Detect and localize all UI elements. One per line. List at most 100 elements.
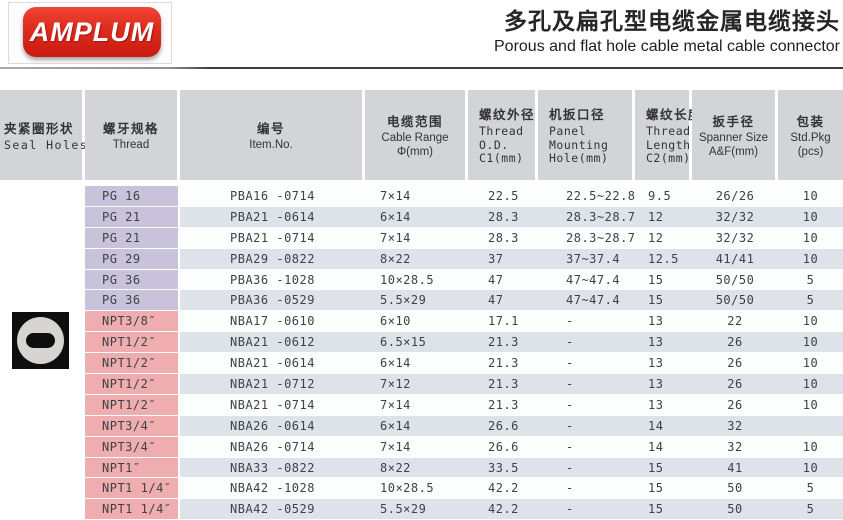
cell-seal-blank [0, 248, 85, 270]
cell-panel: - [538, 353, 635, 375]
cell-spanner: 26 [692, 332, 778, 354]
cell-thread: NPT1/2″ [85, 394, 180, 416]
cell-pkg: 10 [778, 353, 843, 375]
cell-cable: 7×14 [365, 227, 468, 249]
column-header-en: Thread [646, 123, 691, 138]
column-header-en: Panel [549, 123, 587, 138]
cell-seal-blank [0, 415, 85, 437]
cell-cable: 8×22 [365, 248, 468, 270]
cell-len: 15 [635, 499, 692, 520]
column-header-3: 编号 Item.No. [180, 90, 365, 180]
cell-seal-blank [0, 206, 85, 228]
cell-item: NBA26 -0614 [180, 415, 365, 437]
column-header-en: Length [646, 137, 691, 152]
column-header-2: 螺牙规格 Thread [85, 90, 180, 180]
column-header-7: 螺纹长度 Thread Length C2(mm) [635, 90, 701, 180]
cell-thread: NPT3/8″ [85, 311, 180, 333]
cell-thread: NPT1/2″ [85, 353, 180, 375]
cell-item: PBA16 -0714 [180, 186, 365, 207]
column-header-6: 机扳口径 Panel Mounting Hole(mm) [538, 90, 635, 180]
cell-len: 9.5 [635, 186, 692, 207]
table-row: NPT3/8″ NBA17 -0610 6×10 17.1-13 22 10 [0, 311, 843, 333]
cell-od: 42.2 [468, 478, 538, 500]
table-row: PG 36 PBA36 -1028 10×28.5 47 47~47.4 15 50/50 5 [0, 269, 843, 291]
cell-panel: - [538, 457, 635, 479]
cell-pkg: 10 [778, 227, 843, 249]
cell-spanner: 50 [692, 478, 778, 500]
cell-thread: PG 21 [85, 206, 180, 228]
column-header-zh: 机扳口径 [549, 107, 606, 122]
cell-len: 15 [635, 269, 692, 291]
cell-item: NBA21 -0614 [180, 353, 365, 375]
cell-od: 26.6 [468, 436, 538, 458]
header-divider [0, 67, 843, 69]
column-header-en: (pcs) [797, 145, 824, 158]
table-row: NPT1 1/4″ NBA42 -0529 5.5×29 42.2-15 50 5 [0, 499, 843, 520]
table-row: NPT1/2″ NBA21 -0712 7×12 21.3-13 26 10 [0, 374, 843, 395]
cell-spanner: 32 [692, 415, 778, 437]
column-header-en: C1(mm) [479, 151, 524, 166]
cell-panel: - [538, 499, 635, 520]
cell-cable: 7×14 [365, 394, 468, 416]
cell-pkg: 10 [778, 436, 843, 458]
cell-thread: NPT3/4″ [85, 436, 180, 458]
cell-panel: 37~37.4 [538, 248, 635, 270]
cell-panel: 22.5~22.8 [538, 186, 635, 207]
cell-item: NBA33 -0822 [180, 457, 365, 479]
cell-panel: - [538, 374, 635, 395]
cell-len: 13 [635, 374, 692, 395]
cell-len: 12 [635, 227, 692, 249]
cell-pkg: 5 [778, 290, 843, 312]
cell-panel: 47~47.4 [538, 269, 635, 291]
cell-seal-blank [0, 269, 85, 291]
cell-od: 21.3 [468, 353, 538, 375]
cell-panel: 28.3~28.7 [538, 206, 635, 228]
cell-cable: 10×28.5 [365, 478, 468, 500]
column-header-zh: 夹紧圈形状 [4, 121, 75, 136]
table-row: NPT1 1/4″ NBA42 -1028 10×28.5 42.2-15 50 5 [0, 478, 843, 500]
cell-seal-blank [0, 374, 85, 395]
column-header-zh: 螺纹长度 [646, 107, 703, 122]
table-row: NPT3/4″ NBA26 -0714 7×14 26.6-14 32 10 [0, 436, 843, 458]
cell-od: 22.5 [468, 186, 538, 207]
column-header-zh: 编号 [256, 121, 285, 136]
cell-seal-blank [0, 290, 85, 312]
brand-logo-badge: AMPLUM [23, 7, 161, 57]
column-header-1: 夹紧圈形状 Seal Holes [0, 90, 87, 180]
cell-spanner: 26 [692, 374, 778, 395]
cell-spanner: 32/32 [692, 206, 778, 228]
column-header-en: Thread [112, 138, 150, 151]
table-row: NPT1/2″ NBA21 -0614 6×14 21.3-13 26 10 [0, 353, 843, 375]
cell-panel: 47~47.4 [538, 290, 635, 312]
table-row: NPT1/2″ NBA21 -0612 6.5×15 21.3-13 26 10 [0, 332, 843, 354]
cell-cable: 6×10 [365, 311, 468, 333]
column-header-zh: 扳手径 [712, 114, 755, 129]
column-header-zh: 包装 [796, 114, 825, 129]
cell-od: 21.3 [468, 332, 538, 354]
cell-thread: NPT1″ [85, 457, 180, 479]
cell-spanner: 50/50 [692, 269, 778, 291]
table-row: PG 16 PBA16 -0714 7×14 22.5 22.5~22.8 9.5 26/2… [0, 186, 843, 207]
column-header-en: C2(mm) [646, 151, 691, 166]
cell-spanner: 41/41 [692, 248, 778, 270]
cell-thread: PG 36 [85, 290, 180, 312]
cell-item: NBA26 -0714 [180, 436, 365, 458]
cell-spanner: 26 [692, 394, 778, 416]
column-header-en: Thread [479, 123, 524, 138]
cell-thread: NPT1/2″ [85, 332, 180, 354]
column-header-en: Φ(mm) [397, 145, 433, 158]
cell-seal-blank [0, 478, 85, 500]
table-row: NPT1″ NBA33 -0822 8×22 33.5-15 41 10 [0, 457, 843, 479]
cell-cable: 6×14 [365, 415, 468, 437]
cell-panel: - [538, 311, 635, 333]
cell-len: 13 [635, 332, 692, 354]
page-title-block: 多孔及扁孔型电缆金属电缆接头 Porous and flat hole cabl… [494, 7, 840, 56]
cell-item: NBA17 -0610 [180, 311, 365, 333]
cell-pkg: 10 [778, 206, 843, 228]
table-row: PG 36 PBA36 -0529 5.5×29 47 47~47.4 15 50/50 5 [0, 290, 843, 312]
cell-cable: 10×28.5 [365, 269, 468, 291]
cell-cable: 5.5×29 [365, 499, 468, 520]
column-header-en: Spanner Size [698, 131, 769, 144]
cell-item: PBA36 -0529 [180, 290, 365, 312]
cell-len: 15 [635, 457, 692, 479]
